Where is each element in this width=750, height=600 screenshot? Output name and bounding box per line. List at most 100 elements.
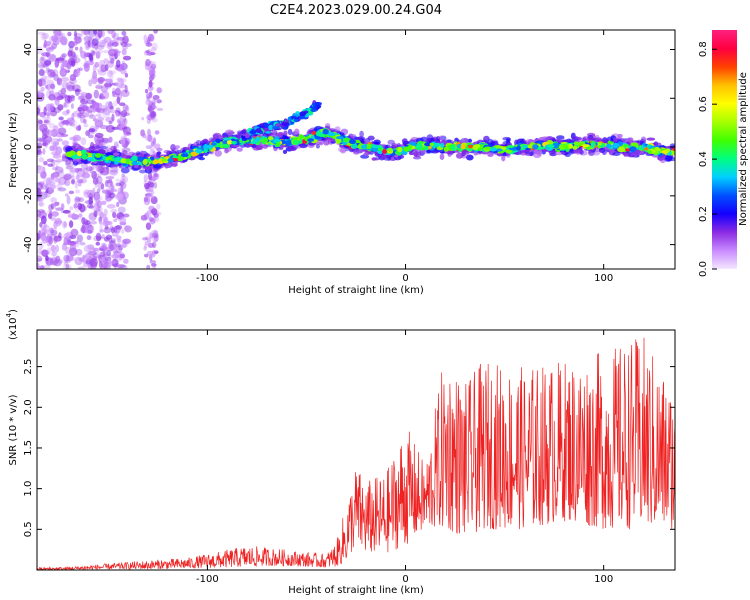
spectrogram-cell	[627, 137, 634, 143]
spectrogram-cell	[37, 197, 44, 202]
spectrogram-cell	[113, 100, 118, 107]
spectrogram-cell	[100, 90, 110, 100]
spectrogram-cell	[595, 134, 600, 139]
spectrogram-cell	[59, 40, 67, 44]
spectrogram-cell	[307, 138, 314, 142]
spectrogram-cell	[109, 172, 117, 177]
spectrogram-cell	[145, 222, 152, 231]
spectrogram-cell	[68, 190, 75, 195]
spectrogram-cell	[150, 263, 157, 267]
spectrogram-cell	[46, 112, 51, 117]
spectrogram-cell	[102, 156, 107, 160]
spectrogram-cell	[42, 32, 49, 40]
spectrogram-cell	[612, 152, 621, 156]
spectrogram-cell	[148, 80, 153, 88]
spectrogram-cell	[64, 161, 74, 167]
spectrogram-cell	[74, 88, 80, 96]
spectrogram-cell	[143, 50, 149, 56]
spectrogram-cell	[597, 142, 602, 146]
spectrogram-cell	[37, 107, 41, 115]
spectrogram-cell	[77, 179, 84, 184]
spectrogram-cell	[94, 61, 100, 68]
spectrogram-cell	[145, 42, 153, 47]
spectrogram-cell	[350, 143, 358, 150]
spectrogram-cell	[98, 216, 103, 222]
spectrogram-cell	[148, 217, 154, 222]
spectrogram-cell	[98, 79, 104, 85]
x-tick-label: 0	[402, 273, 408, 284]
spectrogram-cell	[65, 263, 70, 269]
spectrogram-cell	[121, 191, 129, 200]
spectrogram-cell	[53, 92, 62, 101]
spectrogram-cell	[108, 192, 116, 199]
spectrogram-cell	[97, 181, 104, 190]
spectrogram-cell	[102, 109, 111, 119]
spectrogram-cell	[149, 232, 154, 239]
spectrogram-cell	[120, 41, 128, 47]
spectrogram-cell	[275, 141, 281, 147]
spectrogram-cell	[63, 102, 69, 108]
spectrogram-cell	[64, 260, 71, 264]
spectrogram-cell	[95, 241, 101, 246]
spectrogram-cell	[156, 87, 163, 94]
spectrogram-cell	[108, 136, 113, 143]
spectrogram-cell	[74, 196, 79, 205]
spectrogram-cell	[97, 42, 106, 48]
spectrogram-cell	[48, 204, 53, 211]
spectrogram-cell	[79, 92, 88, 96]
spectrogram-cell	[110, 209, 118, 213]
spectrogram-cell	[50, 138, 60, 146]
spectrogram-cell	[82, 168, 89, 174]
spectrogram-cell	[80, 149, 87, 155]
spectrogram-cell	[53, 107, 62, 114]
spectrogram-cell	[119, 216, 127, 225]
spectrogram-cell	[523, 145, 528, 149]
spectrogram-cell	[95, 51, 101, 59]
spectrogram-cell	[62, 110, 70, 116]
spectrogram-cell	[44, 58, 52, 67]
spectrogram-cell	[104, 179, 109, 188]
spectrogram-cell	[350, 134, 357, 138]
spectrogram-cell	[58, 232, 62, 239]
spectrogram-cell	[46, 158, 54, 163]
spectrogram-cell	[387, 139, 395, 145]
spectrogram-cell	[64, 69, 71, 73]
spectrogram-cell	[145, 145, 152, 150]
spectrogram-cell	[109, 70, 114, 80]
spectrogram-cell	[99, 229, 104, 233]
y-tick-label: 2.5	[23, 359, 34, 375]
spectrogram-cell	[54, 201, 60, 206]
colorbar-tick-label: 0.0	[698, 261, 709, 277]
spectrogram-cell	[48, 46, 56, 50]
spectrogram-cell	[37, 266, 44, 269]
spectrogram-cell	[376, 147, 385, 151]
spectrogram-cell	[617, 147, 626, 153]
spectrogram-cell	[371, 144, 379, 149]
spectrogram-cell	[489, 147, 497, 152]
spectrogram-cell	[100, 104, 109, 112]
spectrogram-cell	[124, 43, 133, 47]
spectrogram-cell	[439, 153, 445, 160]
spectrogram-cell	[451, 144, 456, 151]
spectrogram-cell	[145, 50, 151, 54]
spectrogram-cell	[37, 123, 41, 131]
svg-text:(x104): (x104)	[5, 309, 19, 340]
spectrogram-cell	[120, 137, 126, 146]
spectrogram-cell	[122, 37, 130, 44]
spectrogram-cell	[63, 254, 70, 262]
spectrogram-cell	[77, 95, 82, 101]
spectrogram-cell	[403, 146, 410, 152]
spectrogram-cell	[121, 228, 125, 234]
spectrogram-cell	[38, 94, 43, 98]
spectrogram-cell	[76, 234, 83, 243]
spectrogram-cell	[47, 54, 56, 60]
spectrogram-cell	[110, 145, 116, 151]
spectrogram-cell	[342, 137, 351, 143]
spectrogram-cell	[144, 165, 153, 171]
spectrogram-cell	[48, 123, 56, 129]
spectrogram-cell	[335, 138, 342, 144]
spectrogram-cell	[148, 79, 153, 88]
x-tick-label: -100	[196, 273, 219, 284]
spectrogram-cell	[56, 138, 63, 142]
spectrogram-cell	[57, 33, 64, 43]
